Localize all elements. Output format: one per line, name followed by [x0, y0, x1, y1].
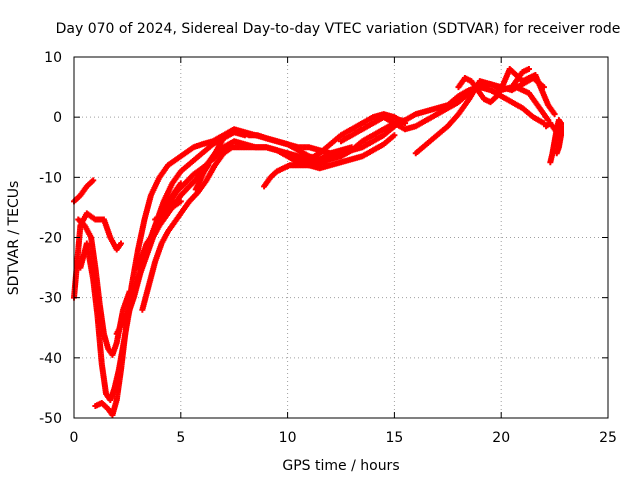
x-tick-label: 20 [492, 430, 510, 446]
data-point [553, 150, 560, 157]
data-point [551, 111, 558, 118]
data-markers [71, 66, 565, 418]
y-tick-label: 10 [44, 50, 62, 66]
data-point [177, 198, 184, 205]
series-track-l [261, 84, 547, 190]
data-point [205, 162, 212, 169]
data-point [402, 120, 409, 127]
data-point [391, 132, 398, 139]
data-point [540, 120, 547, 127]
x-tick-label: 5 [176, 430, 185, 446]
series-track-k [192, 162, 212, 193]
axes: 0 5 10 15 20 25 -50 -40 -30 -20 -10 0 10 [39, 50, 617, 446]
data-point [90, 177, 97, 184]
x-axis-label: GPS time / hours [282, 458, 399, 474]
y-tick-label: -20 [39, 231, 62, 247]
x-tick-label: 15 [385, 430, 403, 446]
series-track-j [152, 198, 184, 223]
x-tick-label: 25 [599, 430, 617, 446]
x-tick-label: 10 [279, 430, 297, 446]
y-tick-label: -30 [39, 291, 62, 307]
y-tick-label: -10 [39, 170, 62, 186]
y-tick-label: -40 [39, 351, 62, 367]
chart-title: Day 070 of 2024, Sidereal Day-to-day VTE… [56, 21, 621, 37]
series-track-m [284, 111, 409, 163]
series-track-r [547, 117, 565, 166]
series-track-p [455, 66, 558, 118]
data-point [117, 240, 124, 247]
data-point [525, 66, 532, 73]
x-tick-label: 0 [70, 430, 79, 446]
series-track-b [71, 177, 97, 205]
data-point [555, 132, 562, 139]
y-axis-label: SDTVAR / TECUs [6, 181, 22, 296]
y-tick-label: 0 [53, 110, 62, 126]
series-track-s [543, 120, 562, 139]
y-tick-label: -50 [39, 411, 62, 427]
